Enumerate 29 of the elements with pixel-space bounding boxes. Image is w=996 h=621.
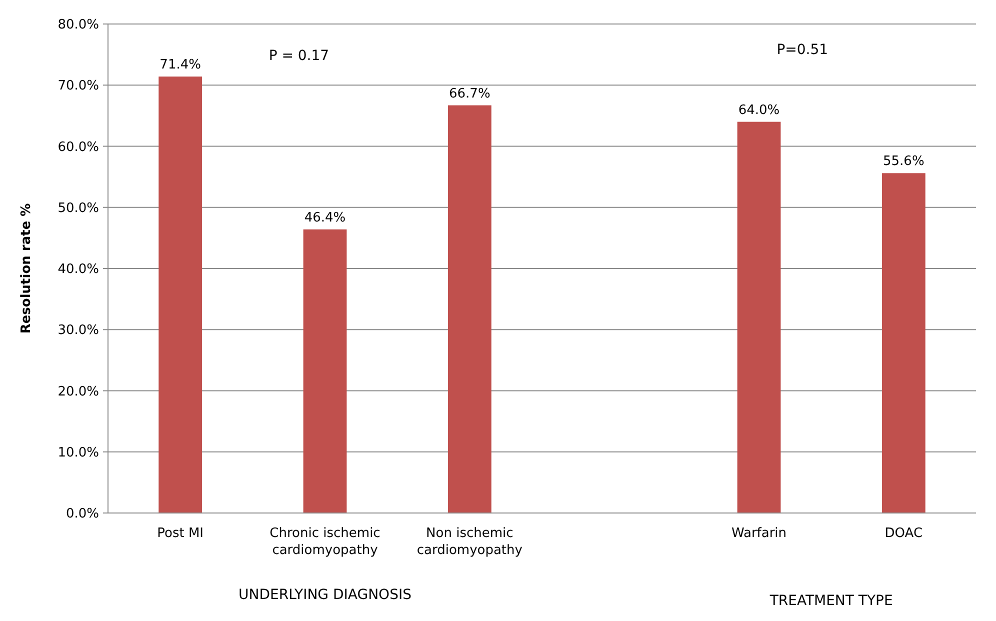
y-tick-label: 0.0% <box>66 506 99 522</box>
y-tick-label: 10.0% <box>58 445 99 460</box>
y-tick-label: 20.0% <box>58 384 99 400</box>
bar <box>303 229 347 513</box>
bar <box>158 76 202 513</box>
y-tick-label: 60.0% <box>58 140 99 155</box>
x-tick-label: Chronic ischemic cardiomyopathy <box>270 526 380 558</box>
bar <box>448 105 492 513</box>
text: UNDERLYING DIAGNOSIS <box>238 587 412 603</box>
data-label: 55.6% <box>883 154 924 170</box>
annotation: P = 0.17 <box>268 48 330 64</box>
annotation: P=0.51 <box>776 42 828 58</box>
bar <box>882 173 926 513</box>
text: TREATMENT TYPE <box>768 593 893 609</box>
data-label: 71.4% <box>160 58 201 73</box>
y-tick-label: 70.0% <box>58 78 99 94</box>
data-label: 64.0% <box>738 102 780 118</box>
data-label: 46.4% <box>304 210 346 226</box>
data-label: 66.7% <box>449 86 490 102</box>
y-tick-label: 80.0% <box>58 18 99 33</box>
x-tick-label: DOAC <box>884 526 923 541</box>
x-tick-label: Non ischemic cardiomyopathy <box>416 526 523 558</box>
y-tick-label: 50.0% <box>58 200 99 216</box>
bar <box>737 122 781 513</box>
x-tick-label: Post MI <box>157 526 204 541</box>
y-axis-title: Resolution rate % <box>19 203 34 334</box>
x-tick-label: Warfarin <box>731 526 787 541</box>
y-tick-label: 30.0% <box>58 323 99 338</box>
y-tick-label: 40.0% <box>58 262 99 278</box>
